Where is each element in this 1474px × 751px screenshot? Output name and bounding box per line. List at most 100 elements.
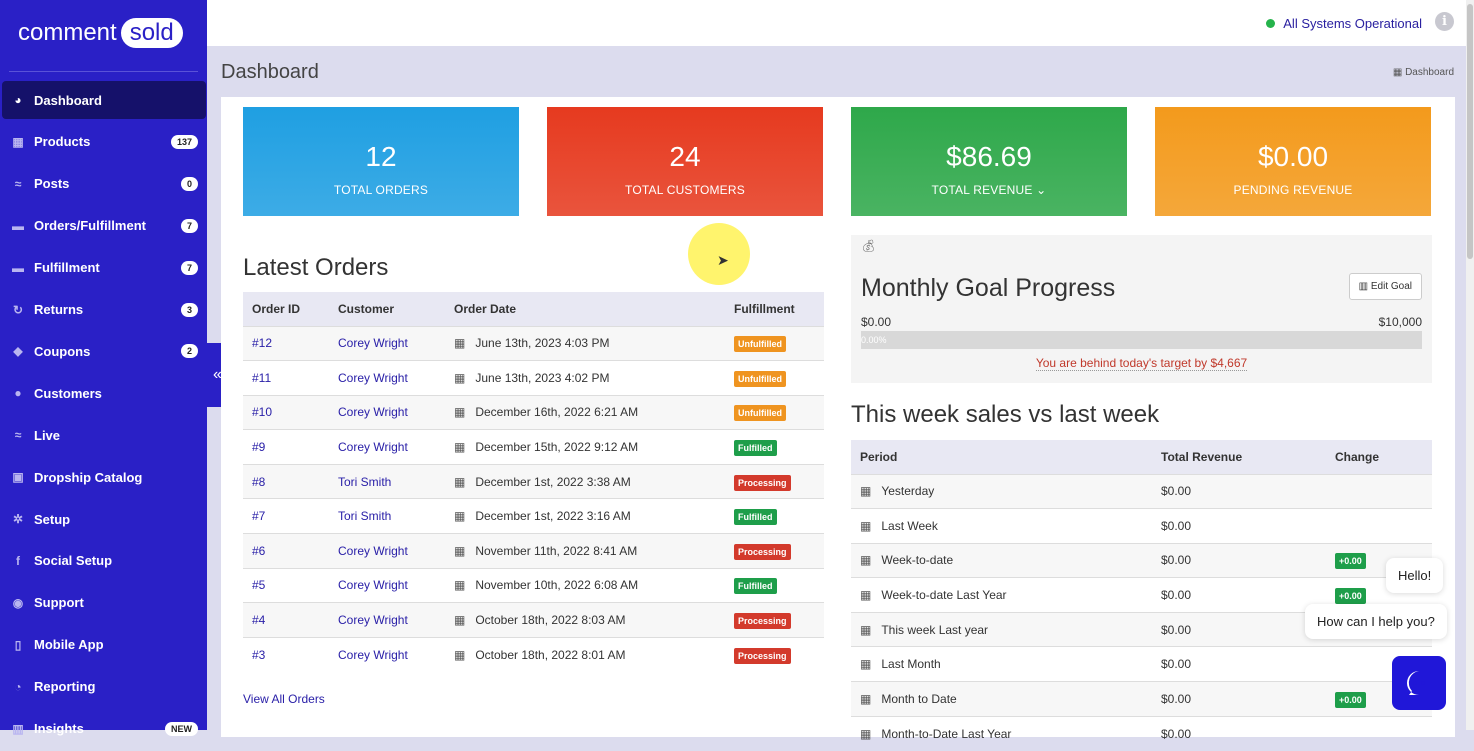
sidebar-item-posts[interactable]: ≈ Posts 0 (2, 165, 206, 203)
count-badge: 0 (180, 176, 198, 191)
fulfillment-status-badge: Unfulfilled (734, 405, 786, 422)
info-icon[interactable]: i (1435, 12, 1454, 31)
dashboard-icon: ◕ (14, 93, 22, 107)
sidebar-item-mobile-app[interactable]: ▯ Mobile App (2, 626, 206, 664)
system-status-link[interactable]: All Systems Operational (1266, 16, 1422, 31)
breadcrumb[interactable]: ▦ Dashboard (1393, 67, 1454, 78)
order-id-link[interactable]: #9 (252, 440, 266, 455)
sidebar-item-social-setup[interactable]: f Social Setup (2, 542, 206, 580)
sidebar-item-setup[interactable]: ✲ Setup (2, 500, 206, 538)
sidebar-item-fulfillment[interactable]: ▬ Fulfillment 7 (2, 249, 206, 287)
customer-link[interactable]: Corey Wright (338, 543, 408, 558)
calendar-icon: ▦ (454, 613, 466, 628)
logo-word: comment (18, 19, 117, 46)
sidebar-item-label: Insights (34, 721, 84, 736)
order-id-link[interactable]: #6 (252, 543, 266, 558)
order-id-link[interactable]: #10 (252, 405, 273, 420)
period: This week Last year (881, 622, 989, 637)
calendar-icon: ▦ (860, 691, 872, 706)
sidebar-item-insights[interactable]: ▥ Insights NEW (2, 710, 206, 748)
behind-target-text: You are behind today's target by $4,667 (1035, 356, 1248, 371)
sidebar-item-orders-fulfillment[interactable]: ▬ Orders/Fulfillment 7 (2, 207, 206, 245)
table-row: #9 Corey Wright ▦ December 15th, 2022 9:1… (243, 429, 824, 465)
order-id-link[interactable]: #8 (252, 474, 266, 489)
order-date: October 18th, 2022 8:03 AM (475, 613, 626, 628)
order-id-link[interactable]: #4 (252, 613, 266, 628)
chat-launcher-button[interactable] (1392, 656, 1446, 710)
edit-goal-button[interactable]: ▥ Edit Goal (1348, 273, 1422, 300)
sidebar-item-reporting[interactable]: ◔ Reporting (2, 668, 206, 706)
sidebar-item-support[interactable]: ◉ Support (2, 584, 206, 622)
calendar-icon: ▦ (860, 588, 872, 603)
table-row: #8 Tori Smith ▦ December 1st, 2022 3:38 A… (243, 463, 824, 499)
comments-icon: ◉ (12, 595, 24, 610)
scrollbar-thumb[interactable] (1467, 4, 1473, 259)
chevron-down-icon[interactable]: ⌄ (1036, 183, 1047, 197)
customer-link[interactable]: Corey Wright (338, 370, 408, 385)
customer-link[interactable]: Tori Smith (338, 474, 392, 489)
table-row: #12 Corey Wright ▦ June 13th, 2023 4:03 P… (243, 325, 824, 361)
customer-link[interactable]: Tori Smith (338, 509, 392, 524)
order-date: June 13th, 2023 4:02 PM (475, 370, 610, 385)
sidebar-item-live[interactable]: ≈ Live (2, 416, 206, 454)
calendar-icon: ▦ (860, 553, 872, 568)
table-row: #3 Corey Wright ▦ October 18th, 2022 8:01… (243, 636, 824, 672)
sidebar-item-coupons[interactable]: ◆ Coupons 2 (2, 332, 206, 370)
customer-link[interactable]: Corey Wright (338, 440, 408, 455)
customer-link[interactable]: Corey Wright (338, 578, 408, 593)
sidebar-item-customers[interactable]: ● Customers (2, 374, 206, 412)
stat-label: PENDING REVENUE (1233, 183, 1353, 197)
calendar-icon: ▦ (454, 647, 466, 662)
calendar-icon: ▦ (454, 440, 466, 455)
sidebar-item-returns[interactable]: ↻ Returns 3 (2, 291, 206, 329)
order-date: November 11th, 2022 8:41 AM (475, 543, 638, 558)
commentsold-logo[interactable]: comment sold (18, 18, 183, 48)
stat-card-total-orders: 12 TOTAL ORDERS (243, 107, 519, 216)
stat-value: $86.69 (946, 141, 1032, 172)
grid-icon: ▦ (1392, 67, 1406, 78)
total-revenue: $0.00 (1152, 681, 1326, 717)
customer-link[interactable]: Corey Wright (338, 336, 408, 351)
sidebar-item-label: Orders/Fulfillment (34, 218, 146, 234)
sidebar-item-products[interactable]: ▦ Products 137 (2, 123, 206, 161)
page-scrollbar[interactable] (1466, 0, 1474, 730)
calendar-icon: ▦ (454, 543, 466, 558)
order-id-link[interactable]: #7 (252, 509, 266, 524)
order-id-link[interactable]: #5 (252, 578, 266, 593)
status-dot-icon (1266, 19, 1276, 28)
calendar-icon: ▦ (860, 518, 872, 533)
divider (9, 71, 198, 72)
total-revenue: $0.00 (1152, 473, 1326, 509)
fulfillment-status-badge: Fulfilled (734, 440, 777, 457)
count-badge: 2 (180, 344, 198, 359)
bar-chart-icon: ▥ (1358, 281, 1371, 292)
sidebar-item-dropship-catalog[interactable]: ▣ Dropship Catalog (2, 458, 206, 496)
goal-min: $0.00 (861, 315, 892, 329)
customer-link[interactable]: Corey Wright (338, 405, 408, 420)
stat-value: $0.00 (1257, 141, 1329, 172)
count-badge: 3 (180, 302, 198, 317)
sidebar: comment sold ◕ Dashboard ▦ Products 137 ≈… (0, 0, 207, 736)
page-title: Dashboard (221, 61, 319, 83)
order-id-link[interactable]: #12 (252, 336, 273, 351)
fulfillment-status-badge: Processing (734, 613, 791, 630)
mobile-icon: ▯ (14, 637, 22, 652)
order-id-link[interactable]: #3 (252, 647, 266, 662)
chat-help-bubble[interactable]: How can I help you? (1305, 604, 1447, 639)
stat-card-total-revenue[interactable]: $86.69 TOTAL REVENUE ⌄ (851, 107, 1127, 216)
view-all-orders-link[interactable]: View All Orders (243, 692, 325, 706)
sidebar-item-label: Setup (34, 511, 71, 527)
chat-hello-bubble[interactable]: Hello! (1386, 558, 1444, 593)
period: Week-to-date Last Year (881, 588, 1007, 603)
customer-link[interactable]: Corey Wright (338, 647, 408, 662)
calendar-icon: ▦ (454, 405, 466, 420)
calendar-icon: ▦ (860, 484, 872, 499)
order-id-link[interactable]: #11 (252, 370, 272, 385)
period: Last Month (881, 657, 941, 672)
table-row: #7 Tori Smith ▦ December 1st, 2022 3:16 A… (243, 498, 824, 534)
customer-link[interactable]: Corey Wright (338, 613, 408, 628)
count-badge: 7 (180, 218, 198, 233)
sidebar-item-dashboard[interactable]: ◕ Dashboard (2, 81, 206, 119)
change-badge: +0.00 (1335, 691, 1366, 708)
fulfillment-status-badge: Fulfilled (734, 509, 777, 526)
